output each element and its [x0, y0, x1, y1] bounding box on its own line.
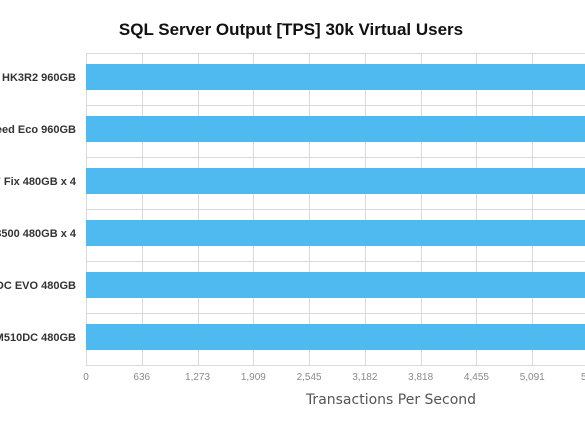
x-tick-label: 3,182: [352, 372, 377, 383]
x-tick-labels: 0 636 1,273 1,909 2,545 3,182 3,818 4,455 5,091 5…: [83, 372, 585, 383]
x-tick-label: 3,818: [408, 372, 433, 383]
grid-lines: [86, 53, 585, 366]
category-label: DC EVO 480GB: [0, 280, 76, 292]
x-tick-label: 5,091: [520, 372, 545, 383]
x-axis-title: Transactions Per Second: [305, 392, 476, 408]
bars: [86, 64, 585, 350]
bar: [86, 116, 585, 142]
chart-title: SQL Server Output [TPS] 30k Virtual User…: [119, 20, 463, 39]
bar: [86, 272, 585, 298]
category-label: 3500 480GB x 4: [0, 228, 77, 240]
x-tick-label: 4,455: [464, 372, 489, 383]
bar: [86, 324, 585, 350]
x-tick-label: 2,545: [297, 372, 322, 383]
x-tick-label: 0: [83, 372, 89, 383]
x-tick-label: 636: [133, 372, 150, 383]
bar: [86, 64, 585, 90]
x-tick-label: 1,909: [241, 372, 266, 383]
category-label: 7 Fix 480GB x 4: [0, 176, 77, 188]
category-labels: HK3R2 960GB eed Eco 960GB 7 Fix 480GB x 4 3…: [0, 72, 77, 344]
bar: [86, 168, 585, 194]
x-tick-label: 5,7: [581, 372, 585, 383]
bar: [86, 220, 585, 246]
x-tick-label: 1,273: [185, 372, 210, 383]
category-label: M510DC 480GB: [0, 332, 76, 344]
category-label: eed Eco 960GB: [0, 124, 76, 136]
category-label: HK3R2 960GB: [2, 72, 76, 84]
